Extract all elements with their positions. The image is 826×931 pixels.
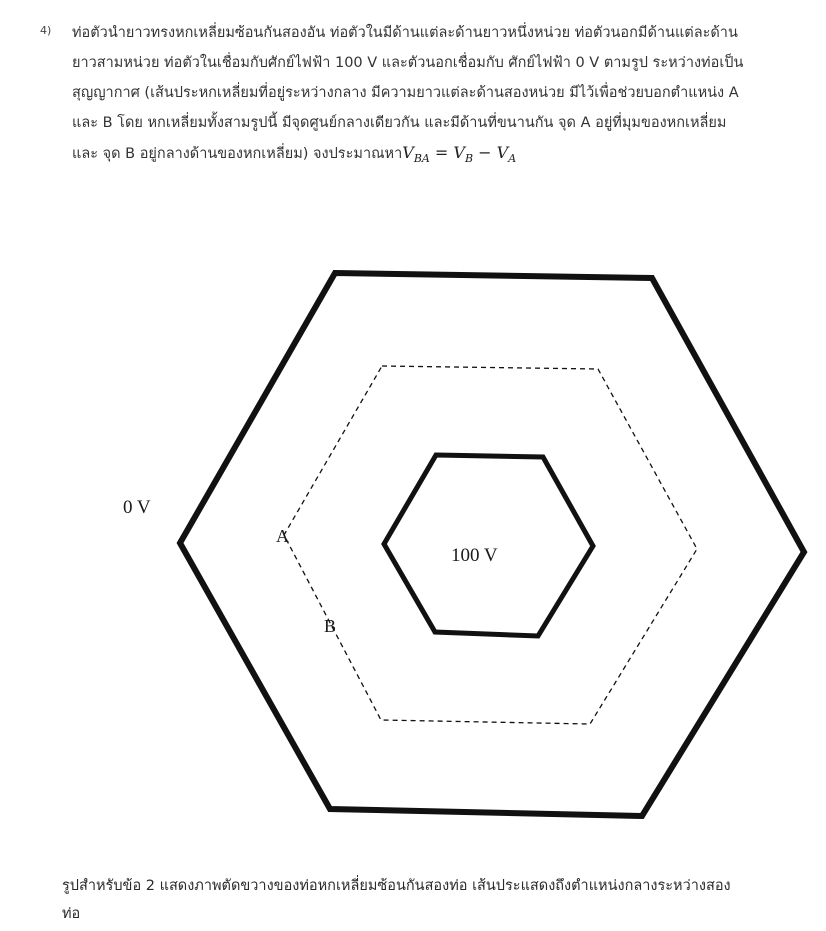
eq-lhs-subscript: BA — [413, 152, 430, 166]
outer-potential-label: 0 V — [123, 497, 151, 518]
problem-number: 4) — [40, 24, 52, 37]
eq-term2-symbol: V — [496, 143, 509, 162]
eq-minus: − — [473, 143, 497, 162]
caption-line-1: รูปสำหรับข้อ 2 แสดงภาพตัดขวางของท่อหกเหล… — [62, 878, 731, 894]
eq-term2-subscript: A — [508, 152, 517, 166]
problem-text: ท่อตัวนำยาวทรงหกเหลี่ยมซ้อนกันสองอัน ท่อ… — [72, 18, 812, 174]
point-b-label: B — [324, 616, 337, 636]
problem-line-1: ท่อตัวนำยาวทรงหกเหลี่ยมซ้อนกันสองอัน ท่อ… — [72, 25, 738, 41]
eq-term1-subscript: B — [464, 152, 474, 166]
caption-line-2: ท่อ — [62, 906, 81, 922]
inner-potential-label: 100 V — [451, 545, 498, 566]
eq-equals: = — [429, 143, 454, 162]
problem-line-4: และ B โดย หกเหลี่ยมทั้งสามรูปนี้ มีจุดศู… — [72, 115, 727, 131]
equation-vba: VBA = VB − VA — [402, 143, 517, 166]
point-a-label: A — [276, 526, 289, 546]
eq-term1-symbol: V — [453, 143, 465, 162]
problem-line-5-text: และ จุด B อยู่กลางด้านของหกเหลี่ยม) จงปร… — [72, 146, 403, 162]
problem-line-3: สุญญากาศ (เส้นประหกเหลี่ยมที่อยู่ระหว่าง… — [72, 85, 739, 101]
figure-caption: รูปสำหรับข้อ 2 แสดงภาพตัดขวางของท่อหกเหล… — [62, 872, 782, 928]
problem-line-5: และ จุด B อยู่กลางด้านของหกเหลี่ยม) จงปร… — [72, 138, 812, 174]
eq-lhs-symbol: V — [402, 143, 414, 162]
problem-line-2: ยาวสามหน่วย ท่อตัวในเชื่อมกับศักย์ไฟฟ้า … — [72, 55, 744, 71]
